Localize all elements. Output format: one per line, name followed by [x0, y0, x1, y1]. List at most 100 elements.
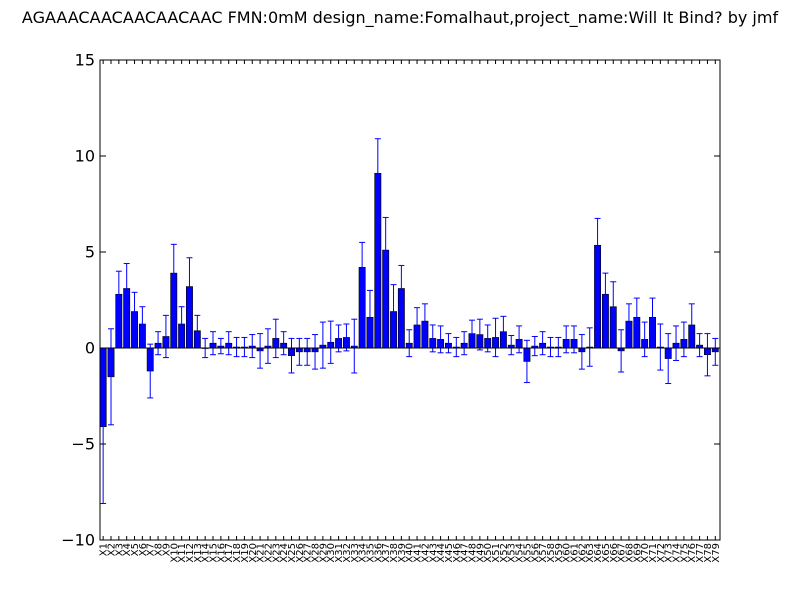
error-bar-X66: [610, 281, 617, 333]
x-tick-label: X50: [483, 543, 494, 563]
error-bar-X64: [594, 217, 601, 273]
x-tick-label: X33: [350, 543, 361, 563]
x-tick-label: X73: [664, 543, 675, 563]
error-bar-X36: [374, 138, 381, 209]
x-tick-label: X21: [256, 543, 267, 563]
error-bar-X45: [445, 333, 452, 354]
error-bar-X55: [523, 339, 530, 384]
error-bar-X5: [131, 291, 138, 332]
x-tick-label: X24: [279, 543, 290, 563]
error-bar-X6: [139, 306, 146, 342]
error-bar-X11: [178, 306, 185, 342]
x-tick-label: X65: [601, 543, 612, 563]
x-tick-label: X19: [240, 543, 251, 563]
error-bar-X67: [618, 329, 625, 373]
x-tick-label: X38: [389, 543, 400, 563]
error-bar-X62: [578, 334, 585, 370]
y-tick-label: 10: [75, 147, 95, 166]
x-tick-label: X66: [609, 543, 620, 563]
bar-series: [99, 172, 719, 428]
error-bar-X41: [414, 307, 421, 343]
x-tick-label: X74: [672, 543, 683, 563]
error-bar-X25: [288, 337, 295, 374]
error-bar-X24: [280, 331, 287, 356]
error-bar-X63: [586, 327, 593, 367]
x-tick-label: X44: [436, 543, 447, 563]
error-bar-X57: [539, 331, 546, 356]
x-tick-label: X75: [679, 543, 690, 563]
error-bar-X1: [100, 349, 107, 505]
error-bar-X78: [704, 333, 711, 377]
error-bar-X28: [312, 334, 319, 370]
y-tick-label: −10: [61, 531, 95, 550]
error-bar-X65: [602, 272, 609, 316]
x-tick-label: X4: [122, 543, 133, 556]
y-tick-label: 15: [75, 51, 95, 70]
x-tick-label: X54: [515, 543, 526, 563]
x-tick-label: X23: [271, 543, 282, 563]
error-bar-X74: [673, 325, 680, 361]
x-tick-label: X60: [562, 543, 573, 563]
x-tick-label: X56: [530, 543, 541, 563]
x-tick-label: X64: [593, 543, 604, 563]
error-bar-X33: [351, 318, 358, 374]
x-tick-label: X45: [444, 543, 455, 563]
x-tick-label: X71: [648, 543, 659, 563]
error-bar-X3: [115, 270, 122, 318]
error-bar-X32: [343, 323, 350, 352]
x-tick-label: X77: [695, 543, 706, 563]
x-tick-label: X12: [185, 543, 196, 563]
error-bar-X49: [476, 318, 483, 351]
x-tick-label: X32: [342, 543, 353, 563]
x-tick-label: X79: [711, 543, 722, 563]
error-bar-X50: [484, 324, 491, 353]
error-bar-X73: [665, 333, 672, 385]
error-bar-X30: [327, 320, 334, 364]
error-bar-X23: [272, 318, 279, 359]
y-axis: −10 −5 0 5 10 15: [61, 51, 720, 550]
error-bar-X21: [257, 333, 264, 369]
plot-area-frame: [99, 59, 721, 541]
x-tick-label: X34: [358, 543, 369, 563]
error-bar-X69: [633, 297, 640, 337]
error-bar-X20: [249, 334, 256, 359]
x-tick-label: X51: [491, 543, 502, 563]
x-tick-label: X58: [546, 543, 557, 563]
x-tick-label: X15: [209, 543, 220, 563]
x-tick-label: X1: [99, 543, 110, 556]
error-bar-X40: [406, 329, 413, 358]
x-tick-label: X55: [522, 543, 533, 563]
error-bar-X34: [359, 241, 366, 293]
x-tick-label: X76: [687, 543, 698, 563]
error-bar-X38: [390, 284, 397, 339]
error-bar-X79: [712, 337, 719, 366]
error-bar-X48: [469, 319, 475, 348]
error-bar-X72: [657, 323, 664, 371]
x-tick-label: X52: [499, 543, 510, 563]
x-tick-label: X42: [420, 543, 431, 563]
x-tick-label: X78: [703, 543, 714, 563]
x-axis: X1X2X3X4X5X6X7X8X9X10X11X12X13X14X15X16X…: [99, 60, 722, 563]
error-bar-series: [100, 138, 719, 505]
y-tick-label: 0: [85, 339, 95, 358]
error-bar-X42: [421, 303, 428, 339]
error-bar-X4: [123, 263, 130, 314]
error-bar-X75: [680, 321, 687, 358]
x-tick-label: X35: [365, 543, 376, 563]
x-tick-label: X22: [263, 543, 274, 563]
error-bar-X27: [304, 337, 311, 366]
error-bar-X47: [461, 331, 468, 356]
error-bar-X26: [296, 337, 303, 366]
error-bar-X37: [382, 216, 389, 284]
error-bar-X8: [155, 331, 162, 356]
x-tick-label: X29: [318, 543, 329, 563]
x-tick-label: X39: [397, 543, 408, 563]
y-tick-label: −5: [71, 435, 95, 454]
x-tick-label: X57: [538, 543, 549, 563]
error-bar-X2: [107, 328, 114, 426]
x-tick-label: X69: [632, 543, 643, 563]
error-bar-X31: [335, 324, 342, 353]
error-bar-X15: [210, 331, 217, 356]
x-tick-label: X63: [585, 543, 596, 563]
